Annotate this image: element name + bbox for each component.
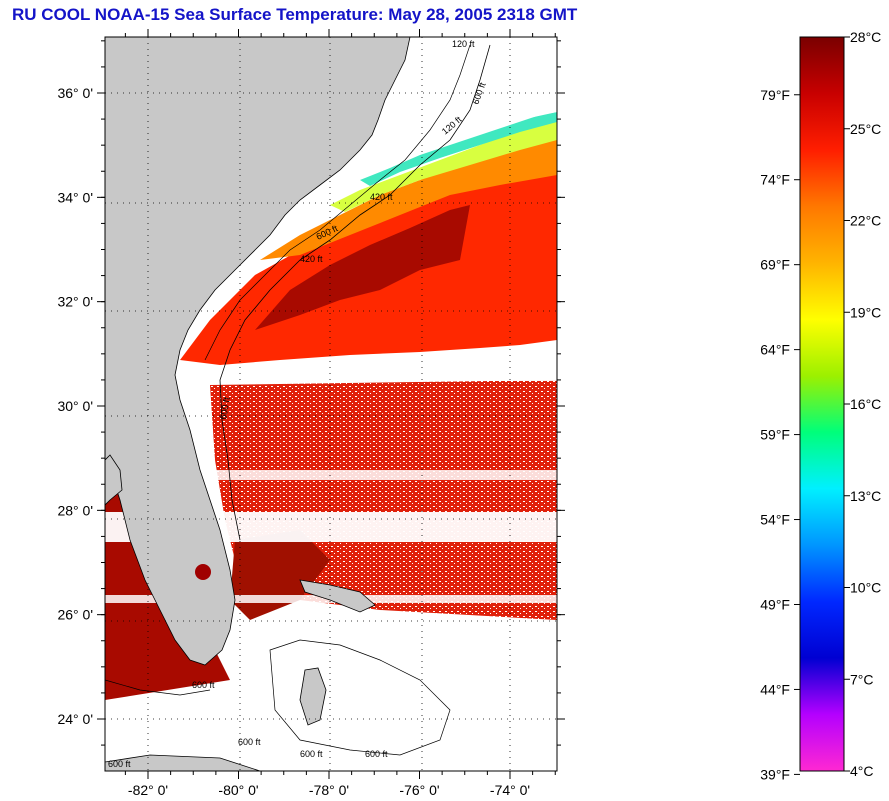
map-grid [105,37,557,771]
lat-tick-label: 34° 0' [57,189,93,205]
lat-tick-label: 36° 0' [57,85,93,101]
colorbar-fahrenheit-label: 79°F [760,87,790,103]
contour-label: 600 ft [238,737,261,747]
lat-tick-label: 28° 0' [57,502,93,518]
lake-okeechobee [195,564,211,580]
colorbar-celsius-label: 16°C [850,396,881,412]
longitude-axis: -82° 0' -80° 0' -78° 0' -76° 0' -74° 0' [128,29,530,798]
lon-tick-label: -74° 0' [490,782,530,798]
contour-label: 600 ft [365,749,388,759]
land-bahamas-grand [299,579,376,613]
colorbar-celsius-label: 7°C [850,671,874,687]
contour-120ft-shelf [204,44,471,361]
colorbar-celsius-label: 4°C [850,763,874,779]
colorbar-celsius-label: 10°C [850,580,881,596]
colorbar-fahrenheit-label: 69°F [760,257,790,273]
colorbar-fahrenheit-labels: 79°F 74°F 69°F 64°F 59°F 54°F 49°F 44°F 39°F [760,87,800,782]
colorbar-fahrenheit-label: 44°F [760,681,790,697]
contour-label: 120 ft [452,39,475,49]
colorbar [799,36,845,772]
map-title: RU COOL NOAA-15 Sea Surface Temperature:… [12,5,578,24]
cloud-swath-1 [105,365,557,381]
contour-label: 600 ft [218,396,232,420]
colorbar-fahrenheit-label: 39°F [760,766,790,782]
colorbar-celsius-label: 19°C [850,304,881,320]
colorbar-fahrenheit-label: 74°F [760,172,790,188]
land-gulf-coast [105,37,123,506]
contour-bahamas-bank [269,639,451,756]
gulf-stream-core [255,205,470,330]
land-bahamas-andros [299,667,327,726]
colorbar-fahrenheit-label: 59°F [760,427,790,443]
lon-tick-label: -76° 0' [399,782,439,798]
colorbar-celsius-labels: 28°C 25°C 22°C 19°C 16°C 13°C 10°C 7°C 4°C [844,29,881,779]
land-cuba [105,754,261,771]
contour-gulf-600ft [105,679,211,696]
map-border [104,36,558,772]
contour-label: 600 ft [300,749,323,759]
lat-tick-label: 30° 0' [57,398,93,414]
shelf-water-yellow [330,120,557,212]
contour-600ft-atlantic [219,44,491,541]
latitude-axis: 36° 0' 34° 0' 32° 0' 30° 0' 28° 0' 26° 0' 24° … [57,85,565,727]
lon-tick-label: -80° 0' [218,782,258,798]
lat-tick-label: 24° 0' [57,711,93,727]
lat-tick-label: 26° 0' [57,607,93,623]
contour-label: 420 ft [300,254,323,264]
colorbar-celsius-label: 13°C [850,488,881,504]
colorbar-fahrenheit-label: 49°F [760,596,790,612]
colorbar-fahrenheit-label: 64°F [760,342,790,358]
cloud-patch-south [105,620,557,771]
lat-tick-label: 32° 0' [57,294,93,310]
land-us-southeast [105,37,411,666]
cloud-swath-2 [105,470,557,480]
contour-label: 420 ft [370,192,393,202]
lon-tick-label: -82° 0' [128,782,168,798]
contour-label: 600 ft [192,680,215,690]
shelf-water-cyan [360,112,557,186]
colorbar-celsius-label: 25°C [850,121,881,137]
contour-label: 600 ft [108,759,131,769]
map-layers [105,37,557,771]
cloud-patch-northeast [430,37,557,132]
lon-tick-label: -78° 0' [309,782,349,798]
colorbar-celsius-label: 28°C [850,29,881,45]
colorbar-fahrenheit-label: 54°F [760,512,790,528]
colorbar-celsius-label: 22°C [850,213,881,229]
